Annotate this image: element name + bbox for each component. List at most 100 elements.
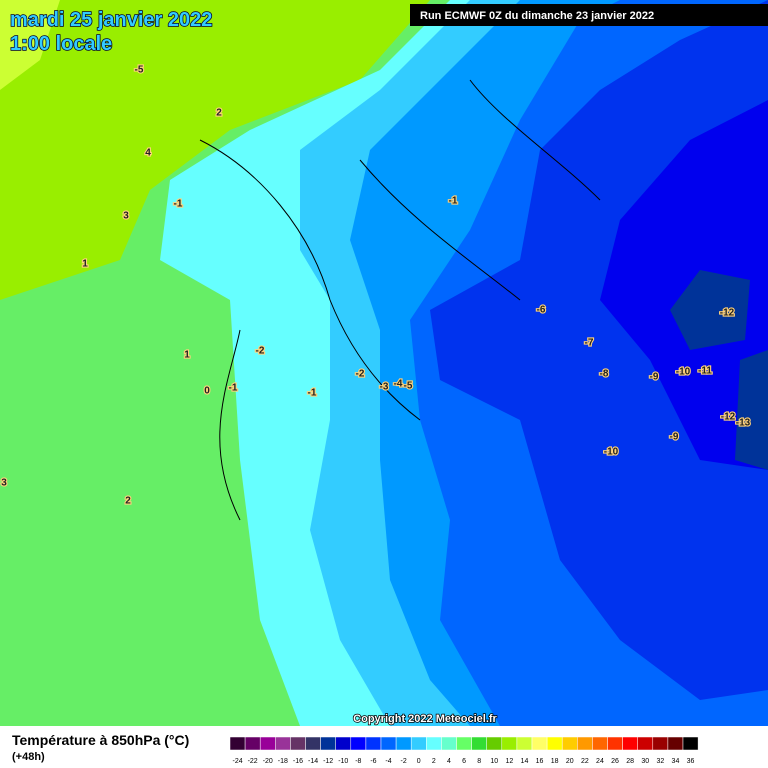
contour-label: 2 [125,496,131,507]
color-label: -2 [401,758,407,765]
color-box [395,736,412,751]
band [600,100,768,470]
date-title: mardi 25 janvier 2022 [10,9,212,31]
color-box [637,736,654,751]
color-label: 4 [447,758,451,765]
color-label: -14 [308,758,318,765]
color-label: 26 [611,758,619,765]
time-title: 1:00 locale [10,33,112,55]
band [0,0,430,300]
color-label: 16 [536,758,544,765]
contour-label: 3 [1,478,7,489]
color-label: 10 [490,758,498,765]
color-box [501,736,518,751]
color-box [320,736,336,751]
coastline [199,79,601,521]
color-box [516,736,533,751]
legend-title: Température à 850hPa (°C) [12,732,189,748]
color-label: 28 [626,758,634,765]
contour-label: -2 [256,346,265,357]
contour-label: -1 [229,383,238,394]
color-label: 32 [656,758,664,765]
color-box [275,736,291,751]
contour-label: -12 [721,412,736,423]
contour-label: 3 [123,211,129,222]
color-label: -8 [355,758,361,765]
color-label: -4 [385,758,391,765]
color-label: -10 [338,758,348,765]
contour-label: -5 [404,381,413,392]
color-label: -12 [323,758,333,765]
contour-label: -10 [604,447,619,458]
color-box [380,736,397,751]
color-box [622,736,638,751]
contour-label: -13 [736,418,751,429]
run-box [410,4,768,26]
color-box [259,736,276,751]
contour-label: -11 [698,366,712,377]
color-label: 22 [581,758,589,765]
run-info: Run ECMWF 0Z du dimanche 23 janvier 2022 [420,10,654,22]
color-box [607,736,623,751]
color-box [290,736,306,751]
color-box [577,736,593,751]
contour-label: -1 [174,199,183,210]
color-box [592,736,608,751]
color-box [456,736,472,751]
contour-label: -8 [600,369,609,380]
color-label: -6 [370,758,376,765]
contour-label: -1 [308,388,317,399]
color-box [471,736,487,751]
copyright: Copyright 2022 Meteociel.fr [353,713,497,725]
color-box [546,736,563,751]
contour-label: -9 [670,432,679,443]
contour-label: 1 [184,350,190,361]
color-label: 12 [505,758,513,765]
contour-label: 4 [145,148,151,159]
color-box [682,736,699,751]
color-label: -18 [278,758,288,765]
band [0,0,60,90]
color-label: 0 [417,758,421,765]
color-label: 2 [432,758,436,765]
color-box [426,736,442,751]
color-label: -22 [248,758,258,765]
contour-label: -6 [537,305,546,316]
color-box [229,736,246,751]
color-box [561,736,578,751]
contour-label: -3 [380,382,389,393]
contour-label: 0 [204,386,210,397]
color-box [441,736,457,751]
color-box [652,736,669,751]
color-box [486,736,503,751]
color-label: 30 [641,758,649,765]
color-box [365,736,382,751]
color-label: -20 [263,758,273,765]
band [670,270,750,350]
color-box [350,736,367,751]
contour-label: -1 [449,196,458,207]
color-box [335,736,352,751]
color-label: 14 [521,758,529,765]
color-label: 34 [672,758,680,765]
contour-label: -10 [676,367,691,378]
color-box [410,736,427,751]
contour-label: -9 [650,372,659,383]
color-label: 36 [687,758,695,765]
contour-label: 1 [82,259,88,270]
color-box [667,736,684,751]
contour-label: 2 [216,108,222,119]
legend-subtitle: (+48h) [12,751,45,763]
color-label: -24 [232,758,242,765]
contour-label: -7 [585,338,594,349]
contour-label: -12 [720,308,735,319]
color-label: 8 [477,758,481,765]
color-label: 18 [551,758,559,765]
color-label: 6 [462,758,466,765]
color-box [531,736,548,751]
color-label: 20 [566,758,574,765]
color-label: 24 [596,758,604,765]
band [735,350,768,470]
